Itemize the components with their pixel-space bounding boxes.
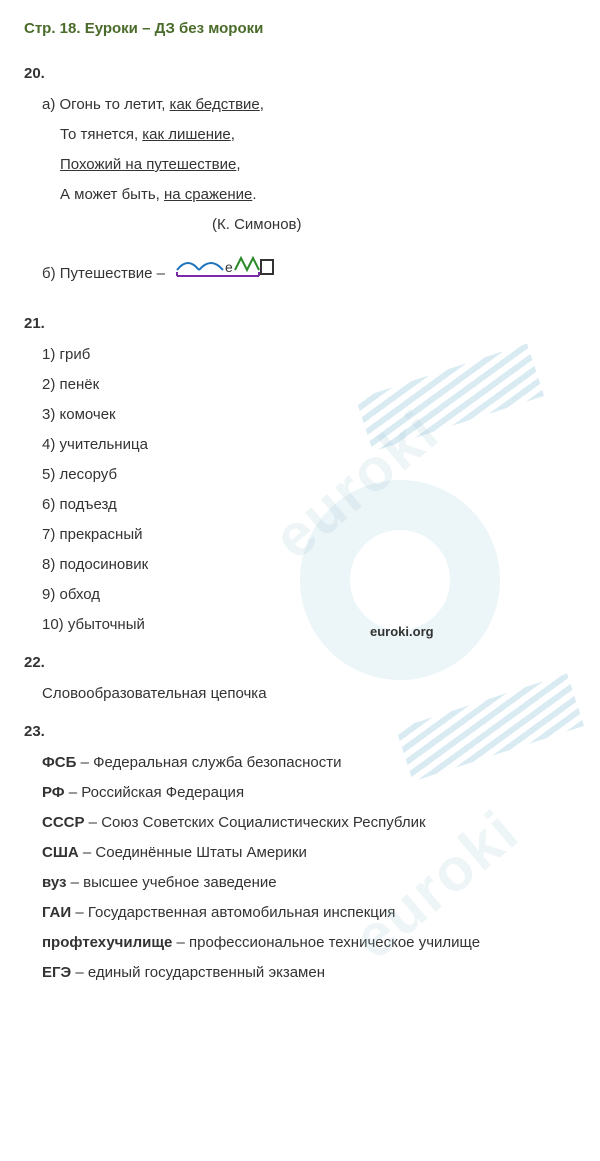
abbr-term: СССР xyxy=(42,814,85,831)
task-22-text: Словообразовательная цепочка xyxy=(42,679,576,709)
a3-post: , xyxy=(236,156,240,173)
abbr-row: профтехучилище – профессиональное технич… xyxy=(42,928,576,958)
abbr-full: – высшее учебное заведение xyxy=(66,874,276,891)
abbr-row: ГАИ – Государственная автомобильная инсп… xyxy=(42,898,576,928)
a2-pre: То тянется, xyxy=(60,126,142,143)
task-20-attribution: (К. Симонов) xyxy=(212,210,576,240)
abbr-full: – Федеральная служба безопасности xyxy=(76,754,341,771)
abbr-full: – профессиональное техническое училище xyxy=(172,934,480,951)
abbr-row: ФСБ – Федеральная служба безопасности xyxy=(42,748,576,778)
task-20-b: б) Путешествие – е xyxy=(42,254,576,293)
watermark-url: euroki.org xyxy=(370,624,434,639)
list-item: 7) прекрасный xyxy=(42,520,576,550)
a4-post: . xyxy=(252,186,256,203)
a1-underline: как бедствие xyxy=(170,96,260,113)
task-20-line-a1: а) Огонь то летит, как бедствие, xyxy=(42,90,576,120)
abbr-term: ЕГЭ xyxy=(42,964,71,981)
page-title: Стр. 18. Еуроки – ДЗ без мороки xyxy=(24,20,576,37)
abbr-row: вуз – высшее учебное заведение xyxy=(42,868,576,898)
abbr-term: США xyxy=(42,844,79,861)
task-22-number: 22. xyxy=(24,654,576,671)
a4-pre: А может быть, xyxy=(60,186,164,203)
abbr-row: ЕГЭ – единый государственный экзамен xyxy=(42,958,576,988)
task-23-number: 23. xyxy=(24,723,576,740)
list-item: 1) гриб xyxy=(42,340,576,370)
a2-post: , xyxy=(231,126,235,143)
list-item: 6) подъезд xyxy=(42,490,576,520)
a1-pre: Огонь то летит, xyxy=(60,96,170,113)
list-item: 3) комочек xyxy=(42,400,576,430)
abbr-full: – единый государственный экзамен xyxy=(71,964,325,981)
a4-underline: на сражение xyxy=(164,186,252,203)
list-item: 4) учительница xyxy=(42,430,576,460)
list-item: 5) лесоруб xyxy=(42,460,576,490)
task-23-list: ФСБ – Федеральная служба безопасностиРФ … xyxy=(24,748,576,988)
abbr-full: – Соединённые Штаты Америки xyxy=(79,844,307,861)
abbr-full: – Государственная автомобильная инспекци… xyxy=(71,904,395,921)
abbr-term: профтехучилище xyxy=(42,934,172,951)
task-21-number: 21. xyxy=(24,315,576,332)
list-item: 9) обход xyxy=(42,580,576,610)
abbr-row: США – Соединённые Штаты Америки xyxy=(42,838,576,868)
abbr-row: СССР – Союз Советских Социалистических Р… xyxy=(42,808,576,838)
task-20-line-a2: То тянется, как лишение, xyxy=(60,120,576,150)
abbr-term: РФ xyxy=(42,784,65,801)
a1-post: , xyxy=(260,96,264,113)
list-item: 8) подосиновик xyxy=(42,550,576,580)
list-item: 10) убыточный xyxy=(42,610,576,640)
abbr-full: – Российская Федерация xyxy=(65,784,244,801)
b-label: б) Путешествие – xyxy=(42,259,165,289)
abbr-term: ГАИ xyxy=(42,904,71,921)
morph-e-text: е xyxy=(225,259,233,275)
task-20-line-a3: Похожий на путешествие, xyxy=(60,150,576,180)
abbr-row: РФ – Российская Федерация xyxy=(42,778,576,808)
a-label: а) xyxy=(42,96,60,113)
task-21-list: 1) гриб2) пенёк3) комочек4) учительница5… xyxy=(24,340,576,640)
a3-underline: Похожий на путешествие xyxy=(60,156,236,173)
a2-underline: как лишение xyxy=(142,126,230,143)
abbr-term: ФСБ xyxy=(42,754,76,771)
task-20-line-a4: А может быть, на сражение. xyxy=(60,180,576,210)
abbr-full: – Союз Советских Социалистических Респуб… xyxy=(85,814,426,831)
morpheme-diagram: е xyxy=(175,254,285,293)
task-20-number: 20. xyxy=(24,65,576,82)
abbr-term: вуз xyxy=(42,874,66,891)
list-item: 2) пенёк xyxy=(42,370,576,400)
